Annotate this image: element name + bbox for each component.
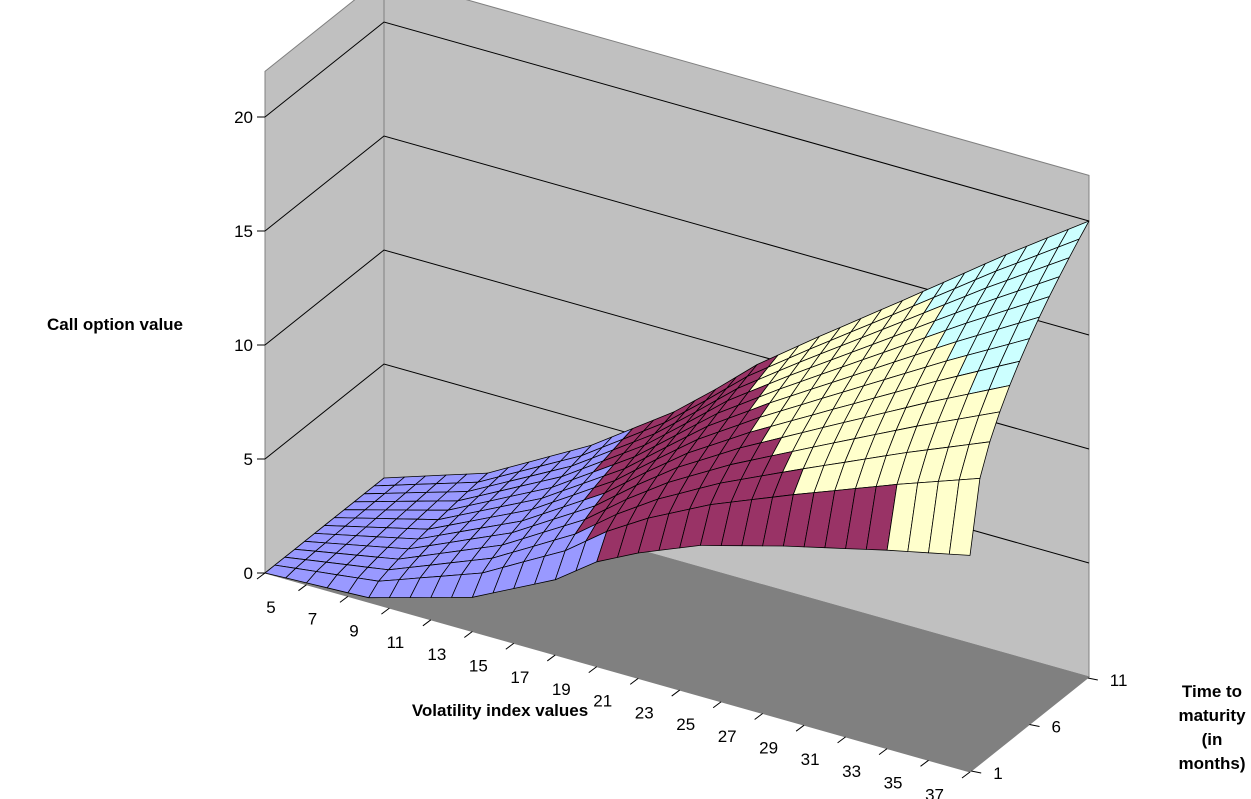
x-tick-label: 37 <box>925 785 944 799</box>
x-tick-mark <box>878 748 888 755</box>
x-tick-mark <box>464 631 473 638</box>
z-gridline-15 <box>264 135 1090 336</box>
y-tick-label: 1 <box>993 764 1002 783</box>
x-tick-mark <box>298 584 307 592</box>
axis-ticks: 0510152057911131517192123252729313335373… <box>234 108 1127 799</box>
z-tick-label: 5 <box>244 450 253 469</box>
x-tick-label: 23 <box>635 703 654 722</box>
x-tick-label: 9 <box>349 621 358 640</box>
z-tick-label: 10 <box>234 336 253 355</box>
x-tick-mark <box>422 619 432 627</box>
x-tick-label: 17 <box>510 668 529 687</box>
y-axis-title: Time to maturity (in months) <box>1178 682 1246 773</box>
x-tick-mark <box>837 736 846 744</box>
z-tick-label: 20 <box>234 108 253 127</box>
x-tick-mark <box>961 771 971 779</box>
x-tick-label: 13 <box>427 645 446 664</box>
y-tick-mark <box>1087 677 1098 681</box>
x-tick-label: 19 <box>552 680 571 699</box>
side-wall <box>264 0 385 575</box>
x-tick-mark <box>629 677 639 685</box>
x-tick-mark <box>920 759 929 767</box>
x-tick-label: 33 <box>842 762 861 781</box>
x-tick-mark <box>505 642 515 650</box>
surface-cell <box>948 477 981 556</box>
z-gridline-20 <box>264 21 1090 222</box>
y-tick-label: 11 <box>1110 671 1128 690</box>
x-tick-label: 5 <box>266 598 275 617</box>
x-tick-label: 27 <box>718 727 737 746</box>
z-tick-label: 0 <box>244 564 253 583</box>
x-tick-mark <box>754 713 763 720</box>
x-tick-label: 11 <box>387 633 405 652</box>
x-tick-label: 29 <box>759 738 778 757</box>
x-tick-mark <box>712 701 722 709</box>
surface-plot <box>264 220 1090 599</box>
y-tick-mark <box>1029 724 1040 727</box>
x-tick-label: 31 <box>801 750 820 769</box>
y-tick-mark <box>971 770 982 774</box>
x-tick-mark <box>795 724 805 732</box>
z-tick-label: 15 <box>234 222 253 241</box>
x-tick-label: 21 <box>593 692 612 711</box>
x-tick-label: 25 <box>676 715 695 734</box>
x-tick-mark <box>671 689 681 697</box>
x-tick-label: 35 <box>884 774 903 793</box>
x-tick-mark <box>381 607 390 615</box>
y-axis-title-line-3: (in <box>1202 730 1223 749</box>
x-tick-mark <box>339 596 349 603</box>
y-tick-label: 6 <box>1052 718 1061 737</box>
x-tick-label: 15 <box>469 657 488 676</box>
x-tick-mark <box>546 654 556 662</box>
z-axis-title: Call option value <box>47 315 183 334</box>
y-axis-title-line-2: maturity <box>1178 706 1246 725</box>
x-tick-mark <box>256 572 266 580</box>
x-tick-label: 7 <box>308 610 317 629</box>
x-axis-title: Volatility index values <box>412 701 588 720</box>
y-axis-title-line-4: months) <box>1178 754 1245 773</box>
y-axis-title-line-1: Time to <box>1182 682 1242 701</box>
x-tick-mark <box>588 666 598 674</box>
x-tick-label: 39 <box>967 797 986 799</box>
